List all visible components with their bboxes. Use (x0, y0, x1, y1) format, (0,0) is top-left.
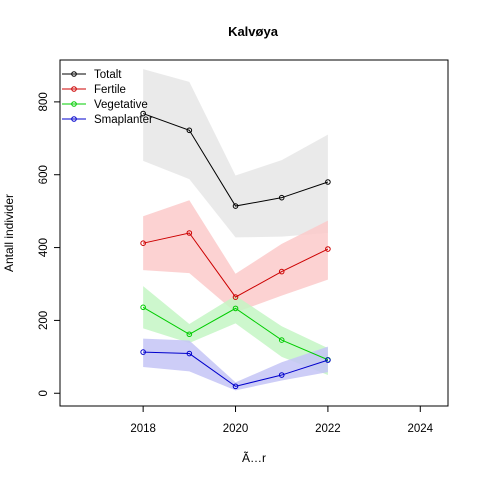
plot-frame (59, 59, 449, 407)
point-totalt-2019 (186, 127, 193, 134)
point-vegetative-2019 (186, 331, 193, 338)
x-axis-label: Ã…r (242, 451, 266, 465)
point-totalt-2020 (232, 203, 239, 209)
chart-title: Kalvøya (228, 24, 279, 39)
point-fertile-2022 (325, 246, 331, 252)
legend-marker-smaplanter (71, 116, 77, 122)
y-tick-label-800: 800 (38, 92, 50, 111)
point-smaplanter-2020 (232, 383, 239, 390)
band-vegetative (143, 286, 328, 376)
point-smaplanter-2022 (325, 357, 331, 363)
point-vegetative-2018 (140, 304, 146, 311)
legend-marker-vegetative (71, 101, 77, 107)
point-fertile-2021 (278, 268, 285, 275)
point-totalt-2022 (325, 179, 331, 185)
series-points (140, 110, 331, 390)
point-smaplanter-2019 (186, 350, 193, 357)
y-tick-label-0: 0 (38, 390, 50, 396)
line-fertile (143, 232, 329, 298)
x-axis: 2018 2020 2022 2024 (130, 406, 434, 435)
confidence-bands (143, 69, 328, 391)
legend-label-vegetative: Vegetative (94, 99, 148, 111)
point-vegetative-2021 (278, 337, 285, 343)
legend-marker-fertile (71, 86, 77, 92)
legend-label-totalt: Totalt (94, 69, 122, 81)
point-vegetative-2020 (232, 305, 239, 312)
y-tick-label-400: 400 (38, 238, 50, 257)
point-smaplanter-2021 (278, 372, 285, 378)
x-tick-label-2018: 2018 (130, 423, 156, 435)
x-tick-label-2022: 2022 (315, 423, 341, 435)
point-fertile-2019 (186, 230, 193, 236)
band-fertile (143, 200, 328, 313)
point-totalt-2021 (278, 194, 285, 201)
y-axis: 0 200 400 600 800 (38, 92, 60, 396)
legend-marker-totalt (71, 71, 77, 77)
x-tick-label-2020: 2020 (223, 423, 249, 435)
y-tick-label-200: 200 (38, 311, 50, 330)
y-tick-label-600: 600 (38, 165, 50, 184)
series-lines (142, 113, 329, 387)
point-totalt-2018 (140, 110, 146, 117)
legend-label-fertile: Fertile (94, 84, 126, 96)
point-fertile-2018 (140, 240, 146, 246)
line-totalt (142, 113, 329, 207)
legend-label-smaplanter: Smaplanter (94, 114, 153, 126)
x-tick-label-2024: 2024 (407, 423, 433, 435)
line-smaplanter (143, 351, 329, 387)
point-smaplanter-2018 (140, 349, 146, 355)
line-vegetative (142, 306, 329, 361)
point-fertile-2020 (232, 294, 239, 300)
y-axis-label: Antall individer (2, 194, 16, 272)
legend: Totalt Fertile Vegetative Smaplanter (62, 69, 153, 126)
